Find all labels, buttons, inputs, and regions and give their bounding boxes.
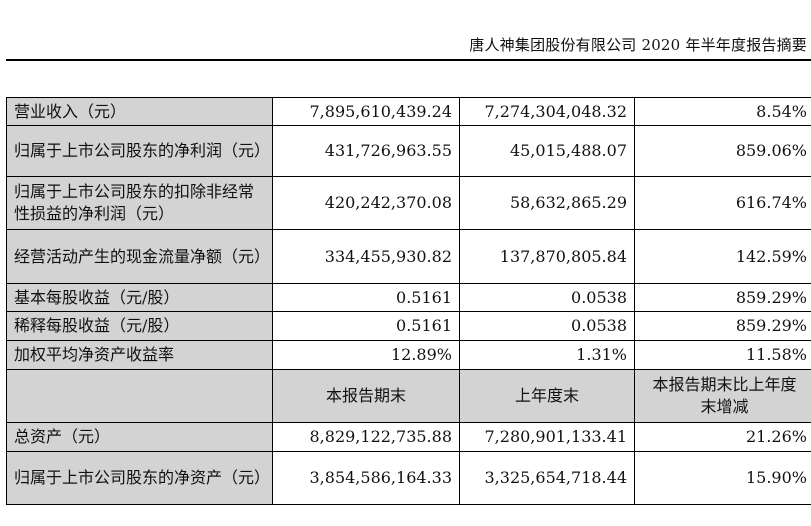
row-label: 营业收入（元）: [6, 97, 273, 126]
report-header-title: 唐人神集团股份有限公司 2020 年半年度报告摘要: [469, 36, 807, 54]
row-label: 加权平均净资产收益率: [6, 340, 273, 370]
table-row: 经营活动产生的现金流量净额（元） 334,455,930.82 137,870,…: [6, 229, 811, 284]
current-period-value: 334,455,930.82: [272, 229, 460, 284]
change-value: 8.54%: [634, 97, 811, 126]
change-value: 859.29%: [634, 283, 811, 312]
row-label: 归属于上市公司股东的净利润（元）: [6, 125, 273, 177]
table-row: 归属于上市公司股东的净利润（元） 431,726,963.55 45,015,4…: [6, 125, 811, 177]
current-period-value: 0.5161: [272, 311, 460, 341]
change-value: 859.29%: [634, 311, 811, 341]
table-row: 营业收入（元） 7,895,610,439.24 7,274,304,048.3…: [6, 97, 811, 126]
change-value: 142.59%: [634, 229, 811, 284]
subheader-prior-year-end: 上年度末: [459, 369, 635, 423]
table-row: 总资产（元） 8,829,122,735.88 7,280,901,133.41…: [6, 422, 811, 452]
table-row: 归属于上市公司股东的扣除非经常性损益的净利润（元） 420,242,370.08…: [6, 176, 811, 230]
change-value: 859.06%: [634, 125, 811, 177]
table-row: 稀释每股收益（元/股） 0.5161 0.0538 859.29%: [6, 311, 811, 341]
row-label: 稀释每股收益（元/股）: [6, 311, 273, 341]
row-label: 经营活动产生的现金流量净额（元）: [6, 229, 273, 284]
row-label: 归属于上市公司股东的净资产（元）: [6, 451, 273, 505]
prior-period-value: 0.0538: [459, 311, 635, 341]
prior-period-value: 137,870,805.84: [459, 229, 635, 284]
change-value: 11.58%: [634, 340, 811, 370]
change-value: 21.26%: [634, 422, 811, 452]
subheader-current-period-end: 本报告期末: [272, 369, 460, 423]
table-row: 加权平均净资产收益率 12.89% 1.31% 11.58%: [6, 340, 811, 370]
change-value: 15.90%: [634, 451, 811, 505]
current-period-value: 7,895,610,439.24: [272, 97, 460, 126]
current-period-value: 0.5161: [272, 283, 460, 312]
table-row: 归属于上市公司股东的净资产（元） 3,854,586,164.33 3,325,…: [6, 451, 811, 505]
subheader-change-text: 本报告期末比上年度末增减: [652, 375, 797, 416]
header-divider: [6, 59, 811, 61]
current-period-value: 3,854,586,164.33: [272, 451, 460, 505]
change-value: 616.74%: [634, 176, 811, 230]
row-label: 基本每股收益（元/股）: [6, 283, 273, 312]
table-row: 基本每股收益（元/股） 0.5161 0.0538 859.29%: [6, 283, 811, 312]
current-period-value: 420,242,370.08: [272, 176, 460, 230]
financial-summary-table: 营业收入（元） 7,895,610,439.24 7,274,304,048.3…: [6, 97, 811, 505]
table-subheader-row: 本报告期末 上年度末 本报告期末比上年度末增减: [6, 369, 811, 423]
row-label: 总资产（元）: [6, 422, 273, 452]
row-label: 归属于上市公司股东的扣除非经常性损益的净利润（元）: [6, 176, 273, 230]
prior-period-value: 58,632,865.29: [459, 176, 635, 230]
prior-period-value: 0.0538: [459, 283, 635, 312]
subheader-change: 本报告期末比上年度末增减: [634, 369, 811, 423]
prior-period-value: 45,015,488.07: [459, 125, 635, 177]
prior-period-value: 7,280,901,133.41: [459, 422, 635, 452]
current-period-value: 12.89%: [272, 340, 460, 370]
current-period-value: 8,829,122,735.88: [272, 422, 460, 452]
subheader-blank-cell: [6, 369, 273, 423]
prior-period-value: 3,325,654,718.44: [459, 451, 635, 505]
prior-period-value: 7,274,304,048.32: [459, 97, 635, 126]
current-period-value: 431,726,963.55: [272, 125, 460, 177]
prior-period-value: 1.31%: [459, 340, 635, 370]
